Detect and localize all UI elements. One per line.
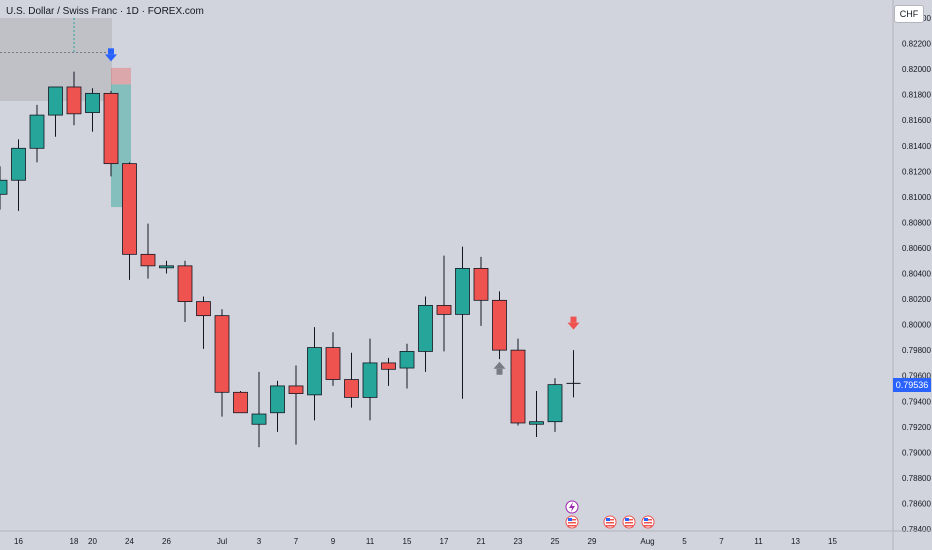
- candle: [66, 71, 82, 126]
- candle: [455, 246, 470, 399]
- y-tick-label: 0.80400: [902, 270, 931, 279]
- y-tick-label: 0.82000: [902, 65, 931, 74]
- x-tick-label: 15: [828, 537, 837, 546]
- candle: [529, 391, 544, 438]
- candle: [122, 162, 137, 280]
- candle: [270, 380, 285, 432]
- x-tick-label: 13: [791, 537, 800, 546]
- x-tick-label: 5: [682, 537, 687, 546]
- candle: [159, 260, 174, 274]
- x-tick-label: 21: [477, 537, 486, 546]
- x-tick-label: 20: [88, 537, 97, 546]
- y-tick-label: 0.79600: [902, 372, 931, 381]
- us-flag-icon[interactable]: [603, 515, 617, 529]
- y-tick-label: 0.79400: [902, 397, 931, 406]
- candle: [29, 104, 45, 163]
- y-tick-label: 0.80800: [902, 218, 931, 227]
- x-tick-label: 3: [257, 537, 262, 546]
- x-tick-label: 7: [719, 537, 724, 546]
- candle: [566, 350, 581, 398]
- x-tick-label: 15: [403, 537, 412, 546]
- y-tick-label: 0.81200: [902, 167, 931, 176]
- x-tick-label: 7: [294, 537, 299, 546]
- x-tick-label: 17: [440, 537, 449, 546]
- x-tick-label: 24: [125, 537, 134, 546]
- chart-title: U.S. Dollar / Swiss Franc · 1D · FOREX.c…: [6, 6, 204, 17]
- y-tick-label: 0.81000: [902, 193, 931, 202]
- arrow-down-icon: [567, 316, 580, 330]
- y-tick-label: 0.79000: [902, 448, 931, 457]
- y-tick-label: 0.80600: [902, 244, 931, 253]
- y-tick-label: 0.78400: [902, 525, 931, 534]
- candle: [547, 378, 563, 432]
- x-tick-label: 25: [551, 537, 560, 546]
- currency-button[interactable]: CHF: [894, 5, 924, 23]
- candle: [177, 260, 193, 323]
- candle: [288, 365, 304, 445]
- candle: [510, 338, 526, 426]
- x-tick-label: 11: [754, 537, 763, 546]
- arrow-up-icon: [493, 361, 506, 375]
- us-flag-icon[interactable]: [641, 515, 655, 529]
- candle: [362, 338, 378, 421]
- candle: [381, 357, 396, 386]
- candle: [307, 327, 322, 421]
- candle: [196, 296, 211, 349]
- arrow-down-icon: [105, 48, 117, 62]
- candle: [344, 352, 359, 408]
- lightning-icon[interactable]: [565, 500, 579, 514]
- y-tick-label: 0.81400: [902, 142, 931, 151]
- x-tick-label: 29: [588, 537, 597, 546]
- candle: [436, 255, 452, 352]
- x-tick-label: Aug: [640, 537, 654, 546]
- y-tick-label: 0.78600: [902, 499, 931, 508]
- last-price-label: 0.79536: [893, 378, 931, 392]
- y-tick-label: 0.79800: [902, 346, 931, 355]
- candle: [399, 343, 415, 389]
- stop-zone: [111, 67, 131, 85]
- x-tick-label: 23: [514, 537, 523, 546]
- x-tick-label: 26: [162, 537, 171, 546]
- candle: [325, 332, 341, 386]
- candle: [48, 86, 63, 137]
- candle: [251, 371, 267, 448]
- x-tick-label: Jul: [217, 537, 227, 546]
- candle: [85, 88, 100, 132]
- y-tick-label: 0.80200: [902, 295, 931, 304]
- x-tick-label: 11: [366, 537, 375, 546]
- candle: [492, 291, 507, 360]
- x-tick-label: 9: [331, 537, 336, 546]
- candle: [418, 296, 433, 372]
- us-flag-icon[interactable]: [565, 515, 579, 529]
- candle: [11, 139, 26, 211]
- x-tick-label: 18: [70, 537, 79, 546]
- x-tick-label: 16: [14, 537, 23, 546]
- y-tick-label: 0.81600: [902, 116, 931, 125]
- candle: [233, 391, 248, 414]
- candle: [214, 309, 230, 417]
- candle: [0, 166, 8, 210]
- candle: [473, 256, 489, 326]
- y-tick-label: 0.80000: [902, 321, 931, 330]
- y-tick-label: 0.82200: [902, 40, 931, 49]
- us-flag-icon[interactable]: [622, 515, 636, 529]
- candle: [103, 90, 119, 177]
- y-tick-label: 0.81800: [902, 91, 931, 100]
- y-tick-label: 0.79200: [902, 423, 931, 432]
- y-tick-label: 0.78800: [902, 474, 931, 483]
- candle: [140, 223, 156, 279]
